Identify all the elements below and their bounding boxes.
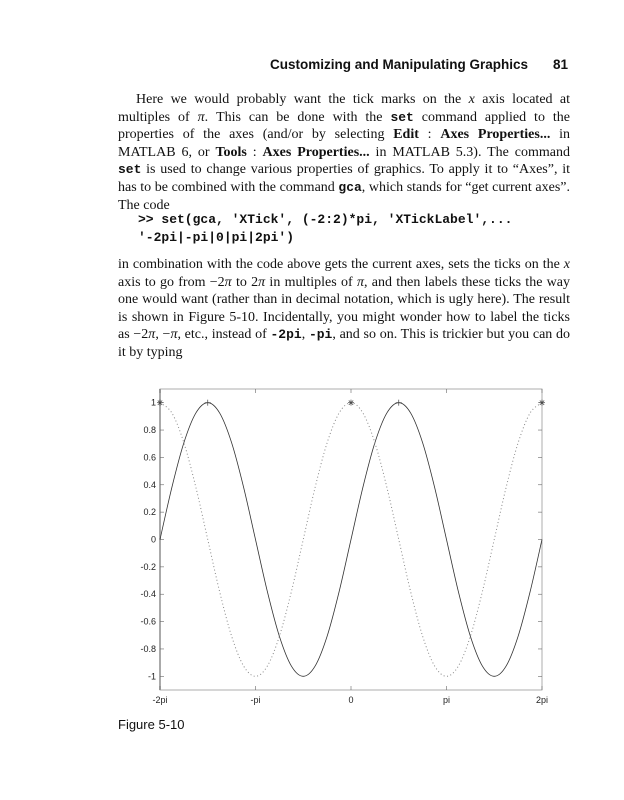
text: , and then labels these ticks the way on… — [118, 274, 571, 343]
text: , and so on. This is trickier but you ca… — [118, 327, 571, 360]
text: , which stands for “get current axes”. T… — [118, 179, 570, 213]
math-x: x — [563, 257, 570, 272]
y-tick-label: 0.2 — [143, 507, 156, 517]
series-1-line — [159, 402, 543, 677]
y-tick-label: -0.4 — [140, 589, 156, 599]
paragraph-2: in combination with the code above gets … — [118, 256, 570, 362]
text: : — [418, 127, 441, 143]
code-line: >> set(gca, 'XTick', (-2:2)*pi, 'XTickLa… — [138, 212, 513, 227]
math-pi: π — [224, 274, 232, 290]
y-tick-label: -0.6 — [140, 617, 156, 627]
code-pi: -pi — [308, 327, 333, 343]
text: axis located at multiples of — [118, 92, 571, 125]
text: . This can be done with the — [204, 109, 391, 125]
text: in MATLAB 6, or — [118, 127, 571, 160]
y-tick-label: 0.4 — [143, 480, 156, 490]
y-tick-label: -0.8 — [140, 644, 156, 654]
math-pi: π — [258, 274, 266, 290]
running-header: Customizing and Manipulating Graphics 81 — [270, 57, 570, 72]
menu-axes-properties: Axes Properties... — [262, 144, 370, 160]
text: command applied to the properties of the… — [118, 109, 570, 143]
text: in MATLAB 5.3). The command — [369, 144, 570, 160]
text: is used to change various properties of … — [118, 162, 570, 195]
math-pi: π — [170, 327, 178, 343]
code-set: set — [118, 162, 142, 178]
menu-edit: Edit — [393, 127, 419, 143]
y-tick-label: 1 — [151, 398, 156, 408]
text: , etc., instead of — [177, 327, 271, 343]
y-tick-label: -0.2 — [140, 562, 156, 572]
x-tick-label: pi — [443, 695, 450, 705]
code-gca: gca — [338, 179, 362, 195]
math-pi: π — [356, 274, 364, 290]
x-tick-label: 2pi — [536, 695, 548, 705]
y-tick-label: 0.8 — [143, 425, 156, 435]
page-number: 81 — [552, 57, 568, 72]
menu-tools: Tools — [215, 144, 247, 160]
x-tick-label: 0 — [348, 695, 353, 705]
text: axis to go from −2 — [118, 274, 225, 290]
marker-icon — [157, 400, 163, 406]
math-pi: π — [197, 109, 205, 125]
chapter-title: Customizing and Manipulating Graphics — [270, 57, 529, 72]
text: to 2 — [231, 274, 259, 290]
figure-caption: Figure 5-10 — [118, 717, 185, 732]
text: Here we would probably want the tick mar… — [136, 92, 469, 107]
code-block: >> set(gca, 'XTick', (-2:2)*pi, 'XTickLa… — [138, 211, 512, 247]
x-tick-label: -pi — [250, 695, 260, 705]
menu-axes-properties: Axes Properties... — [440, 127, 551, 143]
text: , − — [155, 327, 171, 343]
text: , — [301, 327, 309, 343]
code-set: set — [390, 109, 414, 125]
paragraph-1: Here we would probably want the tick mar… — [118, 91, 570, 214]
code-line: '-2pi|-pi|0|pi|2pi') — [138, 230, 295, 245]
text: : — [246, 144, 263, 160]
math-pi: π — [148, 327, 156, 343]
code-2pi: -2pi — [270, 327, 302, 343]
text: in combination with the code above gets … — [118, 257, 564, 272]
text: in multiples of — [265, 274, 357, 290]
x-tick-label: -2pi — [152, 695, 167, 705]
math-x: x — [468, 92, 475, 107]
marker-icon — [539, 400, 545, 406]
marker-icon — [348, 400, 354, 406]
y-tick-label: -1 — [148, 671, 156, 681]
y-tick-label: 0 — [151, 535, 156, 545]
y-tick-label: 0.6 — [143, 452, 156, 462]
